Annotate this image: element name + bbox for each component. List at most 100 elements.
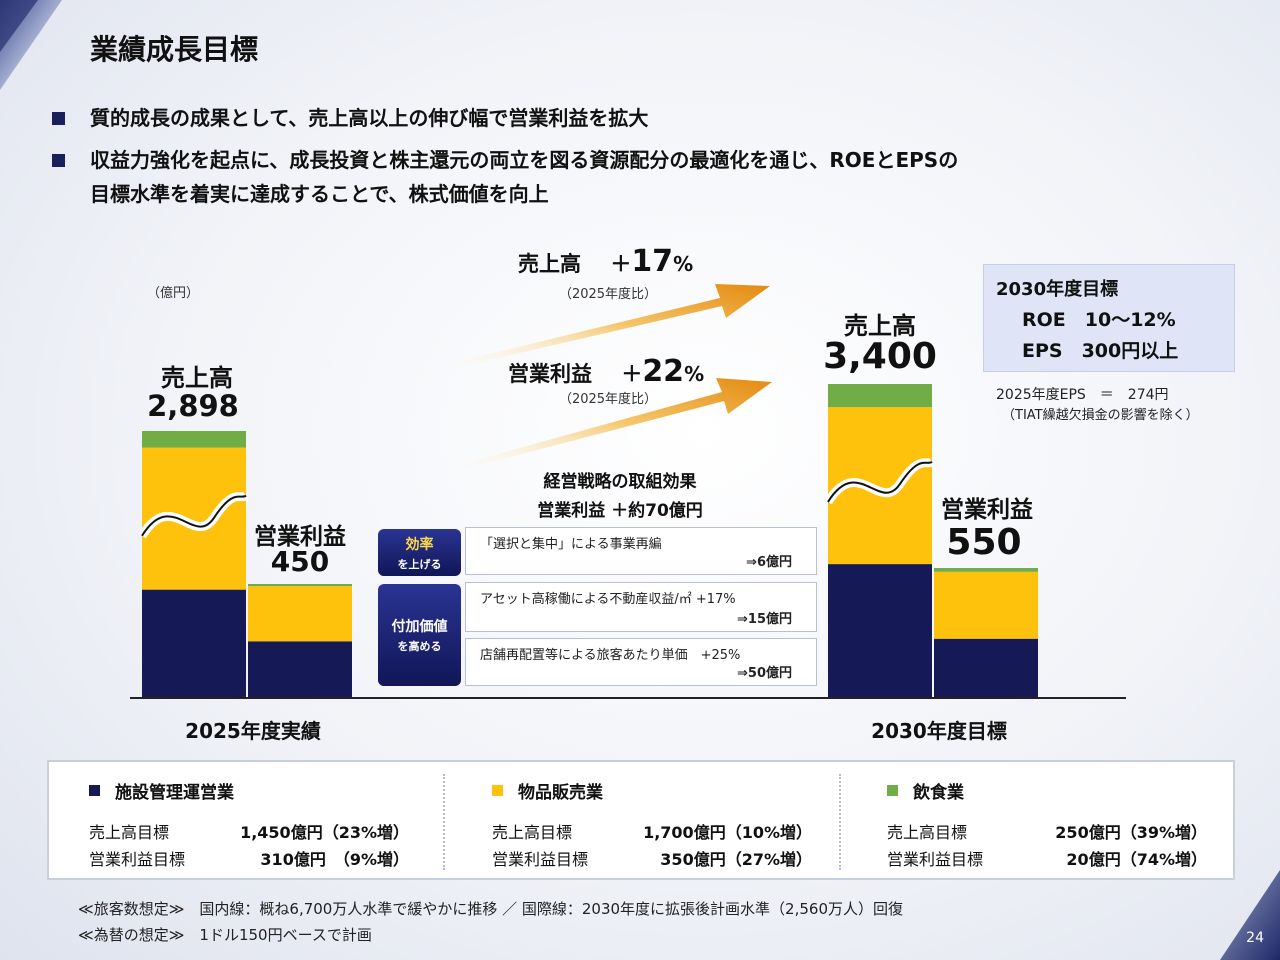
profit-total-label: 営業利益 <box>254 524 346 550</box>
sales-total-value: 2,898 <box>147 389 239 423</box>
legend-row-label: 売上高目標 <box>89 823 170 842</box>
effect-item-text: アセット高稼働による不動産収益/㎡ +17% <box>480 592 736 607</box>
target-box: 2030年度目標 ROE 10～12% EPS 300円以上 <box>983 264 1235 372</box>
legend-row-value: 350億円（27%増） <box>660 850 812 869</box>
legend-name: 施設管理運営業 <box>115 783 234 803</box>
legend-row: 売上高目標 250億円（39%増） <box>887 819 1207 843</box>
footnote: ≪為替の想定≫ 1ドル150円ベースで計画 <box>78 926 372 944</box>
sales-total-label: 売上高 <box>161 364 233 392</box>
unit-label: （億円） <box>147 286 200 301</box>
target-eps: EPS 300円以上 <box>1022 340 1179 362</box>
corner-decoration <box>0 0 62 90</box>
legend-row: 営業利益目標 20億円（74%増） <box>887 846 1207 870</box>
tag-value-add-title: 付加価値 <box>391 619 448 635</box>
growth-arrow-profit <box>440 378 772 474</box>
effect-item: 店舗再配置等による旅客あたり単価 +25% ⇒50億円 <box>465 638 817 686</box>
sales-total-label: 売上高 <box>844 312 916 340</box>
tag-value-add: 付加価値 を高める <box>378 584 461 686</box>
bullet-marker <box>52 112 65 125</box>
tag-efficiency-title: 効率 <box>405 536 434 553</box>
legend-row-label: 営業利益目標 <box>89 850 186 869</box>
tag-value-add-sub: を高める <box>397 640 442 653</box>
legend-swatch <box>89 785 100 796</box>
effect-title-line2: 営業利益 ＋約70億円 <box>537 501 703 521</box>
legend-row-value: 250億円（39%増） <box>1055 823 1207 842</box>
target-title: 2030年度目標 <box>996 279 1119 300</box>
growth-sales-label: 売上高 <box>518 252 581 276</box>
effect-item-value: ⇒15億円 <box>737 612 792 627</box>
bullet-item: 収益力強化を起点に、成長投資と株主還元の両立を図る資源配分の最適化を通じ、ROE… <box>52 143 958 211</box>
bar-segment <box>142 589 246 698</box>
page-number: 24 <box>1246 930 1264 946</box>
axis-break-line <box>141 494 247 537</box>
growth-profit-value: 22 <box>642 354 685 389</box>
bar-segment <box>828 564 932 698</box>
tag-efficiency-sub: を上げる <box>397 557 442 571</box>
legend-row: 売上高目標 1,450億円（23%増） <box>89 819 409 843</box>
corner-decoration <box>1220 870 1280 960</box>
effect-title: 経営戦略の取組効果 営業利益 ＋約70億円 <box>470 468 770 526</box>
legend-row-label: 営業利益目標 <box>887 850 984 869</box>
eps-note-sub: （TIAT繰越欠損金の影響を除く） <box>1002 408 1199 423</box>
legend-column: 飲食業 売上高目標 250億円（39%増） 営業利益目標 20億円（74%増） <box>887 762 1247 878</box>
bullet-item: 質的成長の成果として、売上高以上の伸び幅で営業利益を拡大 <box>52 101 648 135</box>
bar-segment <box>248 584 352 587</box>
legend-row-label: 売上高目標 <box>492 823 573 842</box>
growth-sales-note: （2025年度比） <box>558 287 658 302</box>
legend-row-value: 1,700億円（10%増） <box>643 823 812 842</box>
sales-total-value: 3,400 <box>823 336 937 377</box>
legend-swatch <box>492 785 503 796</box>
legend-name: 物品販売業 <box>518 783 603 803</box>
legend-column: 施設管理運営業 売上高目標 1,450億円（23%増） 営業利益目標 310億円 （… <box>89 762 449 878</box>
legend-swatch <box>887 785 898 796</box>
bar-segment <box>934 571 1038 639</box>
legend-row: 営業利益目標 310億円 （9%増） <box>89 846 409 870</box>
legend-row-label: 営業利益目標 <box>492 850 589 869</box>
legend-row: 売上高目標 1,700億円（10%増） <box>492 819 812 843</box>
effect-item: アセット高稼働による不動産収益/㎡ +17% ⇒15億円 <box>465 582 817 632</box>
target-roe: ROE 10～12% <box>1022 309 1176 331</box>
legend-panel: 施設管理運営業 売上高目標 1,450億円（23%増） 営業利益目標 310億円 （… <box>47 760 1235 880</box>
bar-segment <box>142 431 246 448</box>
axis-break-line <box>827 460 933 503</box>
bars-group <box>138 384 1038 698</box>
growth-sales-pct: % <box>673 252 694 276</box>
profit-total-value: 450 <box>270 545 330 578</box>
effect-item-value: ⇒6億円 <box>746 555 792 570</box>
x-tick-label: 2030年度目標 <box>871 719 1007 743</box>
growth-profit-sign: ＋ <box>621 362 643 386</box>
bullet-text: 収益力強化を起点に、成長投資と株主還元の両立を図る資源配分の最適化を通じ、ROE… <box>90 148 959 172</box>
growth-profit-label: 営業利益 <box>508 362 592 386</box>
bar-segment <box>934 568 1038 572</box>
legend-row-value: 20億円（74%増） <box>1066 850 1207 869</box>
effect-item-value: ⇒50億円 <box>737 666 792 681</box>
growth-sales: 売上高 ＋17% <box>518 244 693 279</box>
legend-divider <box>839 774 841 870</box>
bar-segment <box>828 384 932 408</box>
tag-efficiency: 効率 を上げる <box>378 529 461 576</box>
growth-profit-note: （2025年度比） <box>558 392 658 407</box>
growth-sales-value: 17 <box>631 244 674 279</box>
growth-profit: 営業利益 ＋22% <box>508 354 704 389</box>
legend-divider <box>443 774 445 870</box>
bullet-text: 目標水準を着実に達成することで、株式価値を向上 <box>90 182 549 206</box>
effect-item: 「選択と集中」による事業再編 ⇒6億円 <box>465 527 817 575</box>
page-title: 業績成長目標 <box>90 33 259 66</box>
bar-segment <box>248 586 352 642</box>
profit-total-value: 550 <box>946 522 1022 563</box>
legend-row-value: 310億円 （9%増） <box>260 850 409 869</box>
effect-title-line1: 経営戦略の取組効果 <box>543 472 697 492</box>
legend-column: 物品販売業 売上高目標 1,700億円（10%増） 営業利益目標 350億円（27%… <box>492 762 852 878</box>
bullet-marker <box>52 154 65 167</box>
bar-segment <box>934 638 1038 698</box>
effect-item-text: 店舗再配置等による旅客あたり単価 +25% <box>480 648 741 663</box>
bullet-text: 質的成長の成果として、売上高以上の伸び幅で営業利益を拡大 <box>90 106 649 130</box>
effect-item-text: 「選択と集中」による事業再編 <box>480 537 662 552</box>
legend-row-value: 1,450億円（23%増） <box>240 823 409 842</box>
footnote: ≪旅客数想定≫ 国内線：概ね6,700万人水準で緩やかに推移 ／ 国際線：203… <box>78 900 904 918</box>
x-tick-label: 2025年度実績 <box>185 719 321 743</box>
legend-name: 飲食業 <box>913 783 964 803</box>
bar-segment <box>248 641 352 698</box>
growth-sales-sign: ＋ <box>610 252 632 276</box>
